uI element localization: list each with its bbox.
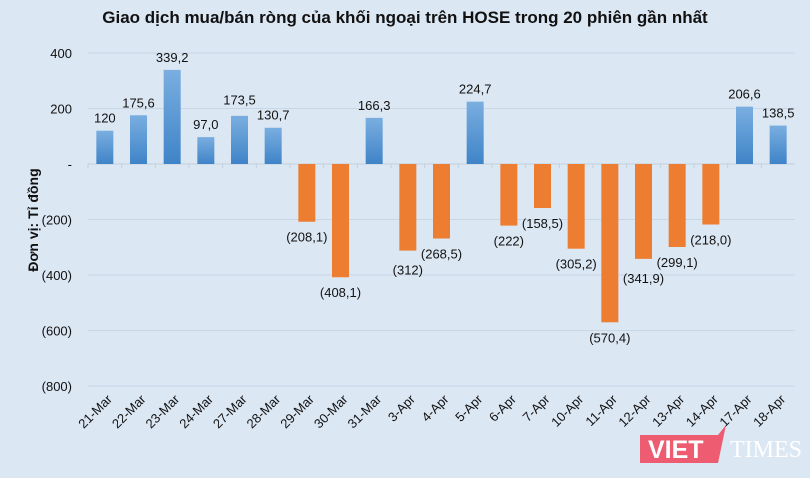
data-label: 166,3 <box>358 98 391 113</box>
data-label: (305,2) <box>556 257 597 272</box>
bar <box>365 117 383 164</box>
data-label: (208,1) <box>286 230 327 245</box>
data-label: 120 <box>94 111 116 126</box>
data-label: 339,2 <box>156 50 189 65</box>
bar <box>332 164 349 278</box>
bar <box>769 125 787 164</box>
x-tick-label: 27-Mar <box>210 391 250 431</box>
x-tick-label: 24-Mar <box>176 391 216 431</box>
svg-text:VIET: VIET <box>648 436 704 464</box>
data-label: (408,1) <box>320 285 361 300</box>
bar <box>399 164 417 251</box>
bar <box>736 106 753 164</box>
data-label: 97,0 <box>193 117 218 132</box>
bar <box>668 164 686 248</box>
chart-title: Giao dịch mua/bán ròng của khối ngoại tr… <box>102 8 708 27</box>
x-tick-label: 21-Mar <box>75 391 115 431</box>
data-label: (218,0) <box>690 232 731 247</box>
y-tick-label: 400 <box>50 46 72 61</box>
data-label: 175,6 <box>122 95 155 110</box>
y-tick-label: (200) <box>42 213 72 228</box>
data-label: (299,1) <box>657 255 698 270</box>
bar <box>298 164 316 222</box>
data-label: (158,5) <box>522 216 563 231</box>
svg-text:TIMES: TIMES <box>730 437 802 463</box>
data-label: 206,6 <box>728 87 761 102</box>
x-tick-label: 30-Mar <box>311 391 351 431</box>
bar <box>601 164 619 323</box>
x-tick-label: 10-Apr <box>548 391 587 430</box>
x-tick-label: 31-Mar <box>345 391 385 431</box>
viettimes-logo: VIET TIMES <box>640 425 802 464</box>
x-tick-label: 22-Mar <box>109 391 149 431</box>
data-label: 138,5 <box>762 106 795 121</box>
data-label: 173,5 <box>223 93 256 108</box>
y-tick-label: (400) <box>42 268 72 283</box>
data-label: (570,4) <box>589 330 630 345</box>
x-tick-label: 23-Mar <box>143 391 183 431</box>
data-label: 224,7 <box>459 82 492 97</box>
bar <box>635 164 652 259</box>
bar <box>567 164 585 249</box>
bar <box>466 101 484 164</box>
y-tick-label: (600) <box>42 324 72 339</box>
y-tick-label: (800) <box>42 379 72 394</box>
bar <box>163 69 181 164</box>
bar <box>433 164 450 239</box>
data-label: (268,5) <box>421 247 462 262</box>
data-label: (312) <box>393 263 423 278</box>
bar <box>130 115 147 164</box>
x-tick-label: 3-Apr <box>385 391 419 425</box>
x-tick-label: 5-Apr <box>452 391 486 425</box>
x-tick-label: 29-Mar <box>277 391 317 431</box>
data-label: (341,9) <box>623 271 664 286</box>
bar <box>534 164 551 208</box>
bar <box>197 137 215 164</box>
bar <box>264 127 282 164</box>
bar <box>96 130 114 164</box>
bar <box>231 115 248 164</box>
data-label: (222) <box>494 234 524 249</box>
y-tick-label: - <box>68 157 72 172</box>
bar <box>500 164 518 226</box>
y-axis-label: Đơn vị: Tỉ đồng <box>25 168 41 271</box>
x-tick-label: 4-Apr <box>419 391 453 425</box>
bar <box>702 164 720 225</box>
data-label: 130,7 <box>257 108 290 123</box>
x-tick-label: 11-Apr <box>582 391 620 429</box>
x-tick-label: 28-Mar <box>244 391 284 431</box>
x-tick-label: 6-Apr <box>486 391 520 425</box>
y-tick-label: 200 <box>50 102 72 117</box>
